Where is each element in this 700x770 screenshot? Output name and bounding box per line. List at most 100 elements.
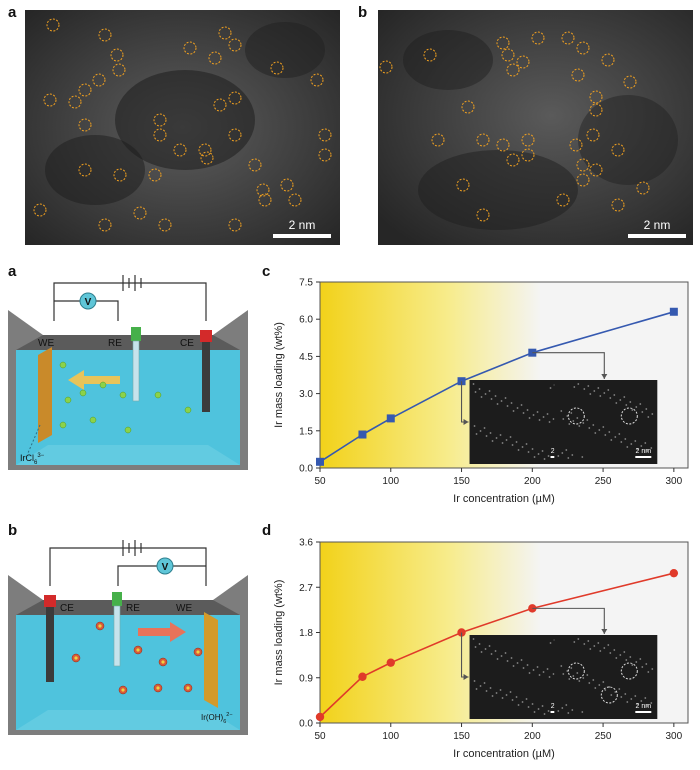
inset-speckle (472, 383, 475, 385)
inset-speckle (586, 674, 589, 676)
inset-speckle (560, 665, 563, 667)
inset-speckle (475, 433, 478, 435)
inset-speckle (629, 401, 632, 403)
inset-speckle (571, 454, 574, 456)
counter-electrode-b (46, 607, 54, 682)
inset-connector-head (601, 629, 608, 634)
inset-speckle (646, 705, 649, 707)
inset-speckle (475, 688, 478, 690)
data-point (358, 672, 367, 681)
atom-marker (318, 148, 332, 162)
inset-speckle (509, 436, 512, 438)
inset-speckle (635, 406, 638, 408)
atom-marker (589, 103, 603, 117)
scalebar-a (273, 234, 331, 238)
x-tick-label: 100 (382, 476, 399, 487)
inset-speckle (525, 443, 528, 445)
inset-speckle (483, 427, 486, 429)
migration-arrow-a (68, 370, 120, 390)
atom-marker (256, 183, 270, 197)
atom-marker (43, 93, 57, 107)
inset-speckle (506, 405, 509, 407)
atom-marker (208, 51, 222, 65)
species-label-a: IrCl63− (20, 453, 45, 466)
inset-atom-marker (567, 662, 585, 680)
ion-core-b5 (196, 650, 200, 654)
inset-speckle (496, 403, 499, 405)
inset-speckle (598, 429, 601, 431)
ion-a8 (154, 391, 162, 399)
inset-speckle (619, 654, 622, 656)
electrode-label-re-b: RE (126, 603, 140, 614)
inset-speckle (608, 431, 611, 433)
ion-a3 (79, 389, 87, 397)
inset-speckle (609, 652, 612, 654)
inset-speckle (494, 650, 497, 652)
migration-arrow-b (138, 622, 186, 642)
inset-speckle (536, 411, 539, 413)
atom-marker (521, 148, 535, 162)
atom-marker (318, 128, 332, 142)
inset-speckle (517, 449, 520, 451)
inset-speckle (613, 394, 616, 396)
inset-speckle (528, 672, 531, 674)
inset-speckle (547, 455, 550, 457)
inset-scalebar-text: 2 nm (636, 448, 652, 455)
working-electrode-b (204, 612, 218, 708)
working-electrode-a (38, 347, 52, 443)
voltmeter-a (79, 292, 97, 310)
inset-speckle (483, 682, 486, 684)
inset-speckle (485, 690, 488, 692)
inset-speckle (526, 664, 529, 666)
inset-speckle (474, 646, 477, 648)
y-tick-label: 1.8 (299, 628, 313, 639)
inset-speckle (494, 395, 497, 397)
inset-speckle (522, 667, 525, 669)
atom-marker (569, 138, 583, 152)
inset-speckle (488, 390, 491, 392)
reference-cap-b (112, 592, 122, 606)
ion-a10 (59, 421, 67, 429)
atom-marker (98, 218, 112, 232)
inset-speckle (641, 411, 644, 413)
panel-label-c: c (262, 263, 271, 280)
y-tick-label: 0.0 (299, 464, 313, 475)
x-tick-label: 300 (666, 731, 683, 742)
inset-speckle (567, 457, 570, 459)
atom-marker (78, 163, 92, 177)
atom-marker (476, 133, 490, 147)
electrolyte-b (16, 615, 240, 730)
inset-speckle (594, 687, 597, 689)
atom-marker (636, 181, 650, 195)
inset-speckle (479, 430, 482, 432)
inset-speckle (620, 441, 623, 443)
inset-speckle (635, 661, 638, 663)
inset-atom-marker (620, 662, 638, 680)
inset-speckle (602, 426, 605, 428)
inset-speckle (625, 404, 628, 406)
y-tick-label: 0.0 (299, 719, 313, 730)
reference-cap-a (131, 327, 141, 341)
inset-speckle (576, 672, 579, 674)
atom-marker (506, 63, 520, 77)
inset-speckle (488, 645, 491, 647)
inset-speckle (594, 432, 597, 434)
electrode-label-re-a: RE (108, 338, 122, 349)
inset-speckle (639, 403, 642, 405)
inset-speckle (515, 696, 518, 698)
ion-a6 (89, 416, 97, 424)
inset-speckle (490, 653, 493, 655)
inset-speckle (562, 418, 565, 420)
inset-speckle (480, 396, 483, 398)
inset-speckle (626, 446, 629, 448)
cell-lid-a (16, 335, 240, 350)
inset-speckle (646, 450, 649, 452)
y-tick-label: 3.0 (299, 389, 313, 400)
atom-marker (228, 91, 242, 105)
inset-speckle (589, 393, 592, 395)
inset-speckle (599, 395, 602, 397)
inset-speckle (537, 453, 540, 455)
data-point (316, 457, 324, 466)
data-point (669, 307, 678, 316)
inset-speckle (636, 703, 639, 705)
